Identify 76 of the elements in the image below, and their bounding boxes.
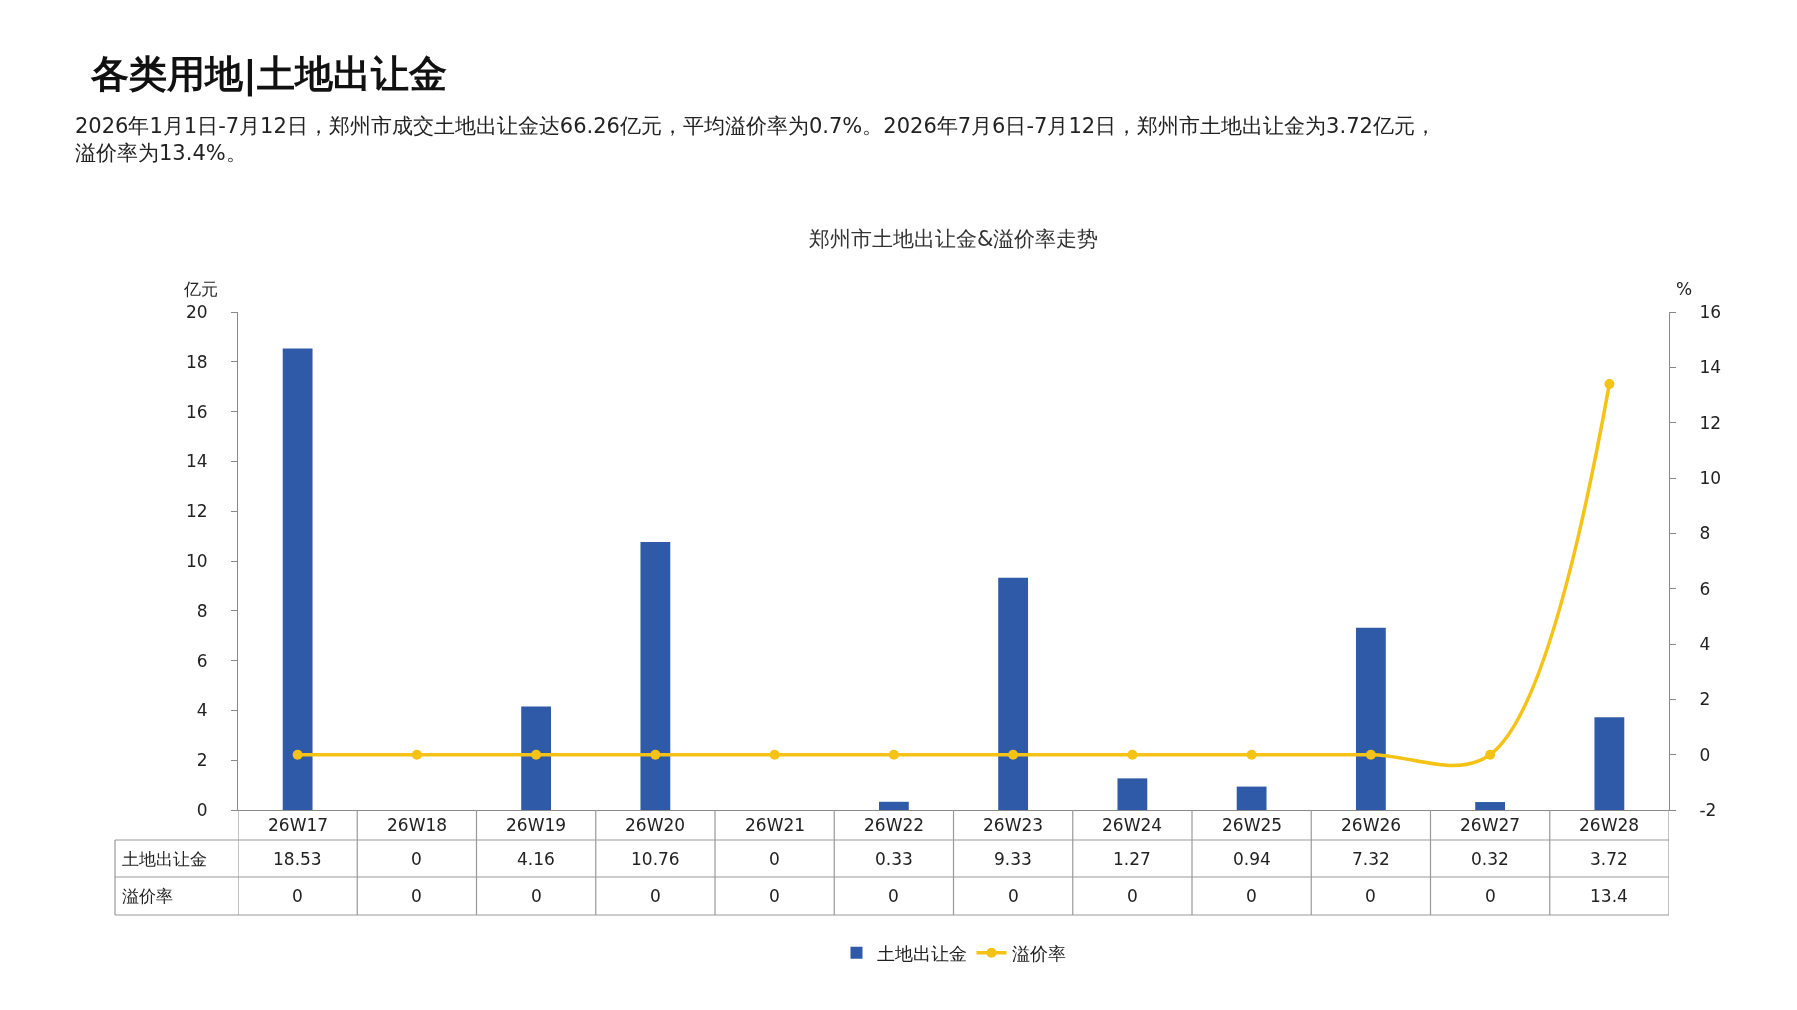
y2-tick-label: 16 [1699, 301, 1722, 322]
data-label: 0 [1365, 886, 1376, 906]
data-label: 4.16 [517, 849, 555, 869]
y-tick-label: 20 [185, 301, 208, 322]
y-tick-label: 0 [196, 799, 208, 820]
y2-tick-label: 2 [1699, 689, 1711, 710]
data-label: 18.53 [273, 849, 322, 869]
y2-tick-label: 14 [1699, 357, 1722, 378]
x-tick-label: 26W28 [1579, 815, 1640, 835]
data-label: 0 [411, 849, 422, 869]
bar [878, 801, 909, 810]
data-label: 0 [531, 886, 542, 906]
bar [1355, 627, 1386, 810]
y-tick-label: 14 [185, 451, 208, 472]
data-label: 1.27 [1113, 849, 1151, 869]
y-tick-label: 16 [185, 401, 208, 422]
x-tick-label: 26W25 [1222, 815, 1283, 835]
data-label: 0 [769, 849, 780, 869]
y2-tick-label: 4 [1699, 633, 1711, 654]
x-tick-label: 26W22 [864, 815, 925, 835]
x-tick-label: 26W24 [1102, 815, 1163, 835]
data-label: 9.33 [994, 849, 1032, 869]
y2-tick-label: -2 [1699, 799, 1717, 820]
data-label: 0 [888, 886, 899, 906]
bar [521, 706, 552, 810]
data-label: 0 [1008, 886, 1019, 906]
y-tick-label: 12 [185, 501, 208, 522]
y2-tick-label: 6 [1699, 578, 1711, 599]
bar [1117, 778, 1148, 810]
data-label: 13.4 [1590, 886, 1628, 906]
y2-tick-label: 8 [1699, 523, 1711, 544]
y-tick-label: 6 [196, 650, 208, 671]
data-label: 3.72 [1590, 849, 1628, 869]
y2-tick-label: 0 [1699, 744, 1711, 765]
text: 土地出让金 [122, 849, 207, 869]
legend-label: 土地出让金 [876, 942, 967, 964]
x-tick-label: 26W19 [506, 815, 567, 835]
chart-title: 郑州市土地出让金&溢价率走势 [809, 227, 1099, 251]
data-label: 0.33 [875, 849, 913, 869]
data-label: 0 [1485, 886, 1496, 906]
bar [998, 577, 1029, 810]
x-tick-label: 26W17 [268, 815, 329, 835]
y-tick-label: 2 [196, 750, 208, 771]
y-tick-label: 8 [196, 600, 208, 621]
y2-axis-title: % [1676, 279, 1693, 299]
x-tick-label: 26W20 [625, 815, 686, 835]
y-tick-label: 4 [196, 700, 208, 721]
bar [1475, 802, 1506, 810]
y-axis-title: 亿元 [183, 279, 218, 299]
text: 2026年1月1日-7月12日，郑州市成交土地出让金达66.26亿元，平均溢价率为0.7%。2026年7月6日-7月12日，郑州市土地出让金为3.72亿元，溢价率为13.4%。 [75, 114, 1436, 166]
legend-label: 溢价率 [1011, 942, 1066, 964]
data-label: 0 [1127, 886, 1138, 906]
data-label: 0 [650, 886, 661, 906]
x-tick-label: 26W26 [1341, 815, 1402, 835]
data-label: 10.76 [631, 849, 680, 869]
data-label: 0 [292, 886, 303, 906]
data-label: 0 [1246, 886, 1257, 906]
data-label: 0.94 [1233, 849, 1271, 869]
bar [282, 348, 313, 810]
bar [1236, 786, 1267, 810]
x-tick-label: 26W21 [745, 815, 806, 835]
x-tick-label: 26W18 [387, 815, 448, 835]
x-tick-label: 26W23 [983, 815, 1044, 835]
bar [1594, 717, 1625, 810]
data-label: 7.32 [1352, 849, 1390, 869]
y-tick-label: 10 [185, 550, 208, 571]
data-label: 0 [769, 886, 780, 906]
y2-tick-label: 10 [1699, 467, 1722, 488]
data-label: 0 [411, 886, 422, 906]
x-tick-label: 26W27 [1460, 815, 1521, 835]
bar [640, 542, 671, 810]
text: 各类用地|土地出让金 [90, 52, 447, 97]
text: 溢价率 [122, 886, 173, 906]
y-tick-label: 18 [185, 351, 208, 372]
data-label: 0.32 [1471, 849, 1509, 869]
y2-tick-label: 12 [1699, 412, 1722, 433]
